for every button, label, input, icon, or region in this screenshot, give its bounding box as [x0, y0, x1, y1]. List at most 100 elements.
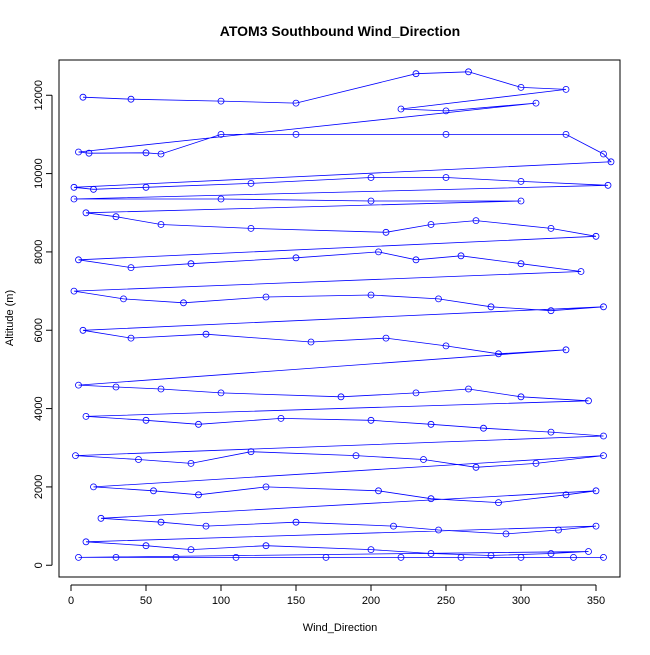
- data-point: [112, 554, 120, 561]
- data-point: [517, 260, 525, 268]
- data-point: [465, 68, 472, 76]
- data-point: [195, 491, 202, 499]
- data-point: [292, 99, 300, 107]
- data-point: [555, 526, 562, 534]
- data-point: [187, 459, 195, 467]
- data-point: [307, 338, 315, 346]
- data-point: [547, 224, 555, 232]
- data-point: [412, 389, 420, 397]
- data-point: [562, 86, 570, 93]
- data-point: [562, 130, 570, 138]
- data-point: [82, 209, 90, 217]
- data-point: [142, 149, 150, 157]
- data-point: [427, 495, 435, 503]
- data-point: [292, 130, 300, 138]
- data-point: [457, 554, 465, 561]
- plot-frame: [58, 59, 621, 578]
- data-point: [592, 487, 600, 495]
- data-point: [202, 330, 210, 338]
- data-point: [532, 459, 540, 467]
- data-point: [180, 299, 187, 307]
- data-point: [292, 254, 300, 262]
- data-point: [142, 542, 150, 550]
- y-axis: 0 2000 4000 6000 8000 10000 12000: [33, 80, 53, 568]
- data-point: [157, 518, 165, 526]
- data-point: [70, 287, 78, 295]
- data-point: [337, 393, 345, 401]
- y-tick-label: 12000: [33, 80, 45, 111]
- data-point: [397, 105, 405, 113]
- data-point: [427, 221, 435, 228]
- data-layer: [70, 68, 615, 561]
- data-point: [600, 452, 607, 460]
- x-axis-label: Wind_Direction: [303, 622, 378, 634]
- data-point: [120, 295, 127, 303]
- data-point: [217, 389, 225, 397]
- data-point: [157, 150, 165, 158]
- data-point: [600, 554, 607, 561]
- data-point: [495, 350, 502, 358]
- data-point: [367, 174, 375, 181]
- data-point: [97, 514, 105, 522]
- data-point: [600, 303, 607, 311]
- y-tick-label: 2000: [33, 475, 45, 499]
- y-tick-label: 6000: [33, 318, 45, 342]
- data-point: [412, 256, 420, 264]
- data-point: [82, 412, 90, 420]
- x-tick-label: 100: [212, 595, 230, 607]
- data-point: [592, 522, 600, 530]
- data-point: [382, 228, 390, 236]
- data-point: [202, 522, 210, 530]
- data-point: [232, 554, 240, 561]
- data-point: [604, 181, 612, 189]
- data-point: [142, 183, 150, 191]
- data-point: [247, 179, 255, 187]
- data-point: [442, 174, 450, 181]
- x-tick-label: 300: [512, 595, 530, 607]
- x-tick-label: 250: [437, 595, 455, 607]
- data-point: [420, 456, 427, 463]
- data-point: [70, 183, 78, 191]
- data-point: [79, 93, 87, 101]
- data-point: [322, 554, 330, 561]
- data-point: [382, 334, 390, 342]
- data-point: [367, 291, 375, 299]
- y-tick-label: 4000: [33, 396, 45, 420]
- data-point: [517, 84, 525, 91]
- data-point: [135, 456, 142, 463]
- data-point: [547, 550, 555, 557]
- data-point: [187, 546, 195, 553]
- data-point: [495, 499, 502, 507]
- data-point: [517, 393, 525, 401]
- y-tick-label: 8000: [33, 240, 45, 264]
- data-point: [150, 487, 157, 495]
- data-point: [562, 346, 570, 354]
- data-point: [457, 252, 465, 260]
- data-point: [72, 452, 79, 460]
- y-tick-label: 0: [33, 562, 45, 568]
- data-point: [547, 428, 555, 436]
- data-point: [262, 542, 270, 550]
- data-point: [217, 195, 225, 203]
- data-point: [442, 342, 450, 350]
- data-point: [277, 414, 285, 422]
- data-point: [390, 522, 397, 530]
- data-point: [517, 177, 525, 185]
- data-point: [75, 554, 82, 561]
- data-point: [75, 381, 82, 389]
- data-point: [352, 452, 360, 460]
- data-point: [465, 385, 472, 393]
- data-point: [247, 448, 255, 456]
- data-point: [397, 554, 405, 561]
- data-point: [487, 303, 495, 311]
- x-tick-label: 200: [362, 595, 380, 607]
- x-tick-label: 350: [587, 595, 605, 607]
- data-point: [375, 248, 382, 256]
- data-point: [75, 148, 82, 156]
- y-tick-label: 10000: [33, 158, 45, 189]
- data-point: [412, 70, 420, 78]
- data-point: [367, 546, 375, 553]
- data-point: [427, 550, 435, 557]
